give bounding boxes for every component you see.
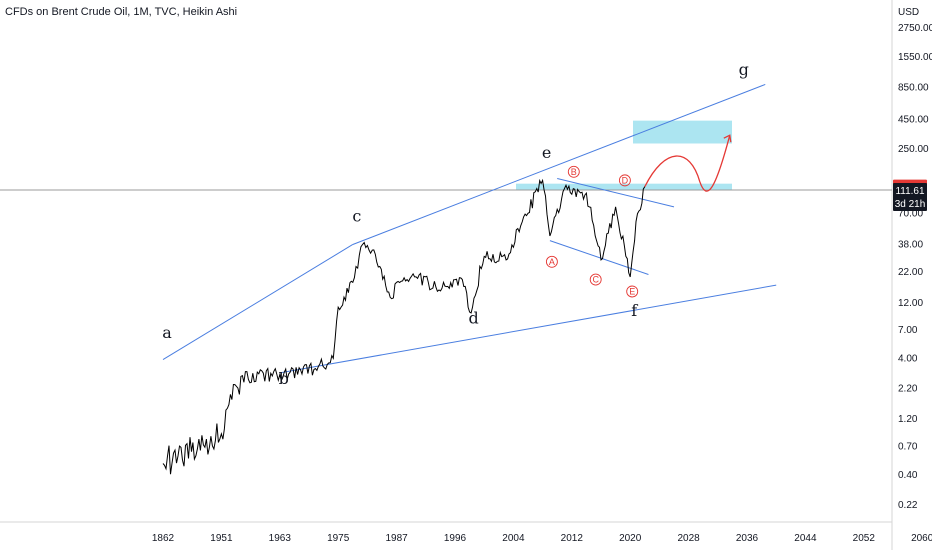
x-tick-label: 2052 xyxy=(853,533,876,544)
upper-channel-line-2 xyxy=(352,83,766,245)
y-tick-label: 0.70 xyxy=(898,441,918,452)
y-tick-label: 12.00 xyxy=(898,298,923,309)
y-tick-label: 850.00 xyxy=(898,82,929,93)
y-tick-label: 0.22 xyxy=(898,500,918,511)
x-tick-label: 2012 xyxy=(561,533,584,544)
y-tick-label: 2.20 xyxy=(898,384,918,395)
circled-label-D-ring xyxy=(618,174,631,187)
wedge-lower-line xyxy=(549,240,649,275)
y-tick-label: 1550.00 xyxy=(898,52,932,63)
x-tick-label: 1951 xyxy=(210,533,233,544)
y-tick-label: 22.00 xyxy=(898,267,923,278)
circled-label-E: E xyxy=(629,286,635,296)
y-tick-label: 1.20 xyxy=(898,414,918,425)
currency-label: USD xyxy=(898,7,919,18)
y-tick-label: 450.00 xyxy=(898,114,929,125)
wave-label-f: f xyxy=(631,301,638,320)
circled-label-A-ring xyxy=(545,255,558,268)
lower-channel-line xyxy=(279,284,777,374)
y-tick-label: 2750.00 xyxy=(898,23,932,34)
y-tick-label: 70.00 xyxy=(898,209,923,220)
target-zone xyxy=(633,120,732,144)
x-tick-label: 2028 xyxy=(677,533,700,544)
wave-label-layer: a b c d e f g A B C D E xyxy=(162,60,749,388)
x-tick-label: 1975 xyxy=(327,533,350,544)
y-tick-label: 4.00 xyxy=(898,353,918,364)
circled-label-B-ring xyxy=(567,165,580,178)
circled-label-E-ring xyxy=(626,285,639,298)
chart-title: CFDs on Brent Crude Oil, 1M, TVC, Heikin… xyxy=(5,6,238,18)
wave-label-b: b xyxy=(279,369,289,388)
x-tick-label: 1963 xyxy=(269,533,292,544)
circled-label-D: D xyxy=(622,175,629,185)
y-tick-label: 38.00 xyxy=(898,239,923,250)
x-tick-label: 1996 xyxy=(444,533,467,544)
x-tick-label: 1987 xyxy=(385,533,408,544)
trendline-layer xyxy=(0,83,892,374)
circled-label-C: C xyxy=(592,275,599,285)
current-price-label: 111.61 xyxy=(895,186,925,197)
projection-arrowhead xyxy=(723,134,732,143)
x-tick-label: 2060 xyxy=(911,533,932,544)
x-tick-label: 1862 xyxy=(152,533,175,544)
y-tick-label: 0.40 xyxy=(898,470,918,481)
y-tick-label: 250.00 xyxy=(898,144,929,155)
wave-label-c: c xyxy=(352,206,361,225)
x-tick-label: 2004 xyxy=(502,533,525,544)
wedge-upper-line xyxy=(557,178,675,208)
wave-label-e: e xyxy=(542,143,551,162)
projection-arrow xyxy=(644,135,731,192)
circled-label-C-ring xyxy=(589,273,602,286)
wave-label-d: d xyxy=(468,308,478,327)
x-tick-label: 2044 xyxy=(794,533,817,544)
upper-channel-line-1 xyxy=(162,244,354,361)
current-price-badge xyxy=(893,183,927,211)
circled-label-B: B xyxy=(571,167,577,177)
brent-price-series xyxy=(162,178,646,475)
wave-label-a: a xyxy=(162,323,172,342)
x-tick-label: 2020 xyxy=(619,533,642,544)
wave-label-g: g xyxy=(739,60,749,79)
y-tick-label: 7.00 xyxy=(898,325,918,336)
resistance-zone xyxy=(516,183,732,190)
countdown-label: 3d 21h xyxy=(895,199,926,210)
price-series-layer xyxy=(162,178,646,475)
x-tick-label: 2036 xyxy=(736,533,759,544)
circled-label-A: A xyxy=(549,257,555,267)
